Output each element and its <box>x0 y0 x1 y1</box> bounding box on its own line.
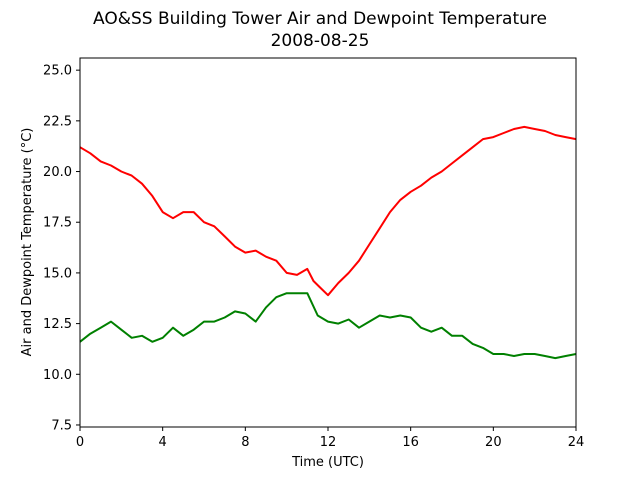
x-tick-label: 0 <box>76 435 84 450</box>
x-axis-ticks: 0 4 8 12 16 20 24 <box>76 427 584 450</box>
y-tick-label: 12.5 <box>43 317 72 332</box>
x-tick-label: 4 <box>159 435 167 450</box>
y-tick-label: 7.5 <box>51 418 72 433</box>
chart-subtitle: 2008-08-25 <box>271 31 370 51</box>
y-tick-label: 25.0 <box>43 64 72 79</box>
x-axis-label: Time (UTC) <box>291 455 364 470</box>
x-tick-label: 24 <box>568 435 585 450</box>
series-line-0 <box>79 125 577 297</box>
y-axis-label: Air and Dewpoint Temperature (°C) <box>20 128 35 357</box>
y-tick-label: 17.5 <box>43 216 72 231</box>
x-tick-label: 20 <box>485 435 502 450</box>
plot-lines <box>79 125 577 360</box>
y-tick-label: 20.0 <box>43 165 72 180</box>
y-tick-label: 10.0 <box>43 368 72 383</box>
x-tick-label: 8 <box>241 435 249 450</box>
plot-frame <box>79 57 577 428</box>
y-tick-label: 15.0 <box>43 266 72 281</box>
chart-title: AO&SS Building Tower Air and Dewpoint Te… <box>93 9 547 29</box>
series-line-1 <box>79 292 577 360</box>
y-tick-label: 22.5 <box>43 114 72 129</box>
x-tick-label: 12 <box>320 435 337 450</box>
x-tick-label: 16 <box>402 435 419 450</box>
y-axis-ticks: 7.5 10.0 12.5 15.0 17.5 20.0 22.5 25.0 <box>43 64 80 433</box>
